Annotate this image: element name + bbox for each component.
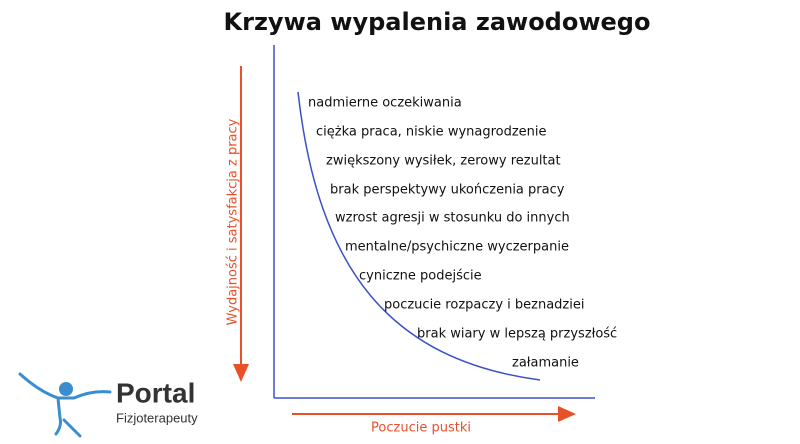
x-axis-label: Poczucie pustki [371, 421, 471, 436]
logo-figure [18, 372, 112, 438]
stage-label: zwiększony wysiłek, zerowy rezultat [326, 154, 561, 169]
stage-label: ciężka praca, niskie wynagrodzenie [316, 125, 547, 140]
stage-label: brak wiary w lepszą przyszłość [417, 327, 617, 342]
logo-name: Portal [116, 377, 195, 408]
stage-label: nadmierne oczekiwania [308, 96, 462, 111]
stage-label: poczucie rozpaczy i beznadziei [384, 298, 584, 313]
stage-label: cyniczne podejście [359, 269, 482, 284]
logo-head [59, 382, 73, 396]
stage-label: mentalne/psychiczne wyczerpanie [345, 240, 569, 255]
title: Krzywa wypalenia zawodowego [224, 8, 651, 36]
burnout-curve [297, 91, 541, 381]
stage-label: brak perspektywy ukończenia pracy [330, 183, 565, 198]
y-axis-label: Wydajność i satysfakcja z pracy [226, 118, 241, 325]
stage-label: wzrost agresji w stosunku do innych [335, 211, 570, 226]
logo: Portal Fizjoterapeuty [18, 372, 198, 438]
stage-label: załamanie [512, 356, 579, 371]
logo-tagline: Fizjoterapeuty [116, 410, 198, 425]
